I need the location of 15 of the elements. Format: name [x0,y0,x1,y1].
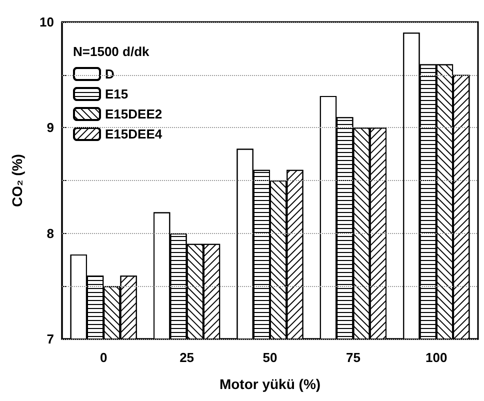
y-tick-label: 7 [46,332,54,346]
y-tick-label: 10 [40,14,54,30]
legend-title: N=1500 d/dk [73,44,150,59]
y-tick-label: 8 [46,226,54,241]
x-axis-title: Motor yükü (%) [219,376,321,392]
y-tick-label: 9 [46,120,54,136]
x-tick-label: 0 [100,350,108,365]
legend-label: E15DEE4 [105,126,163,142]
x-tick-label: 100 [426,350,448,365]
x-tick-label: 25 [180,350,194,365]
x-tick-label: 50 [262,350,278,365]
legend-label: E15DEE2 [105,106,162,122]
x-tick-label: 75 [346,350,360,365]
y-axis-title: CO₂ (%) [9,154,25,207]
legend-label: E15 [105,86,128,102]
